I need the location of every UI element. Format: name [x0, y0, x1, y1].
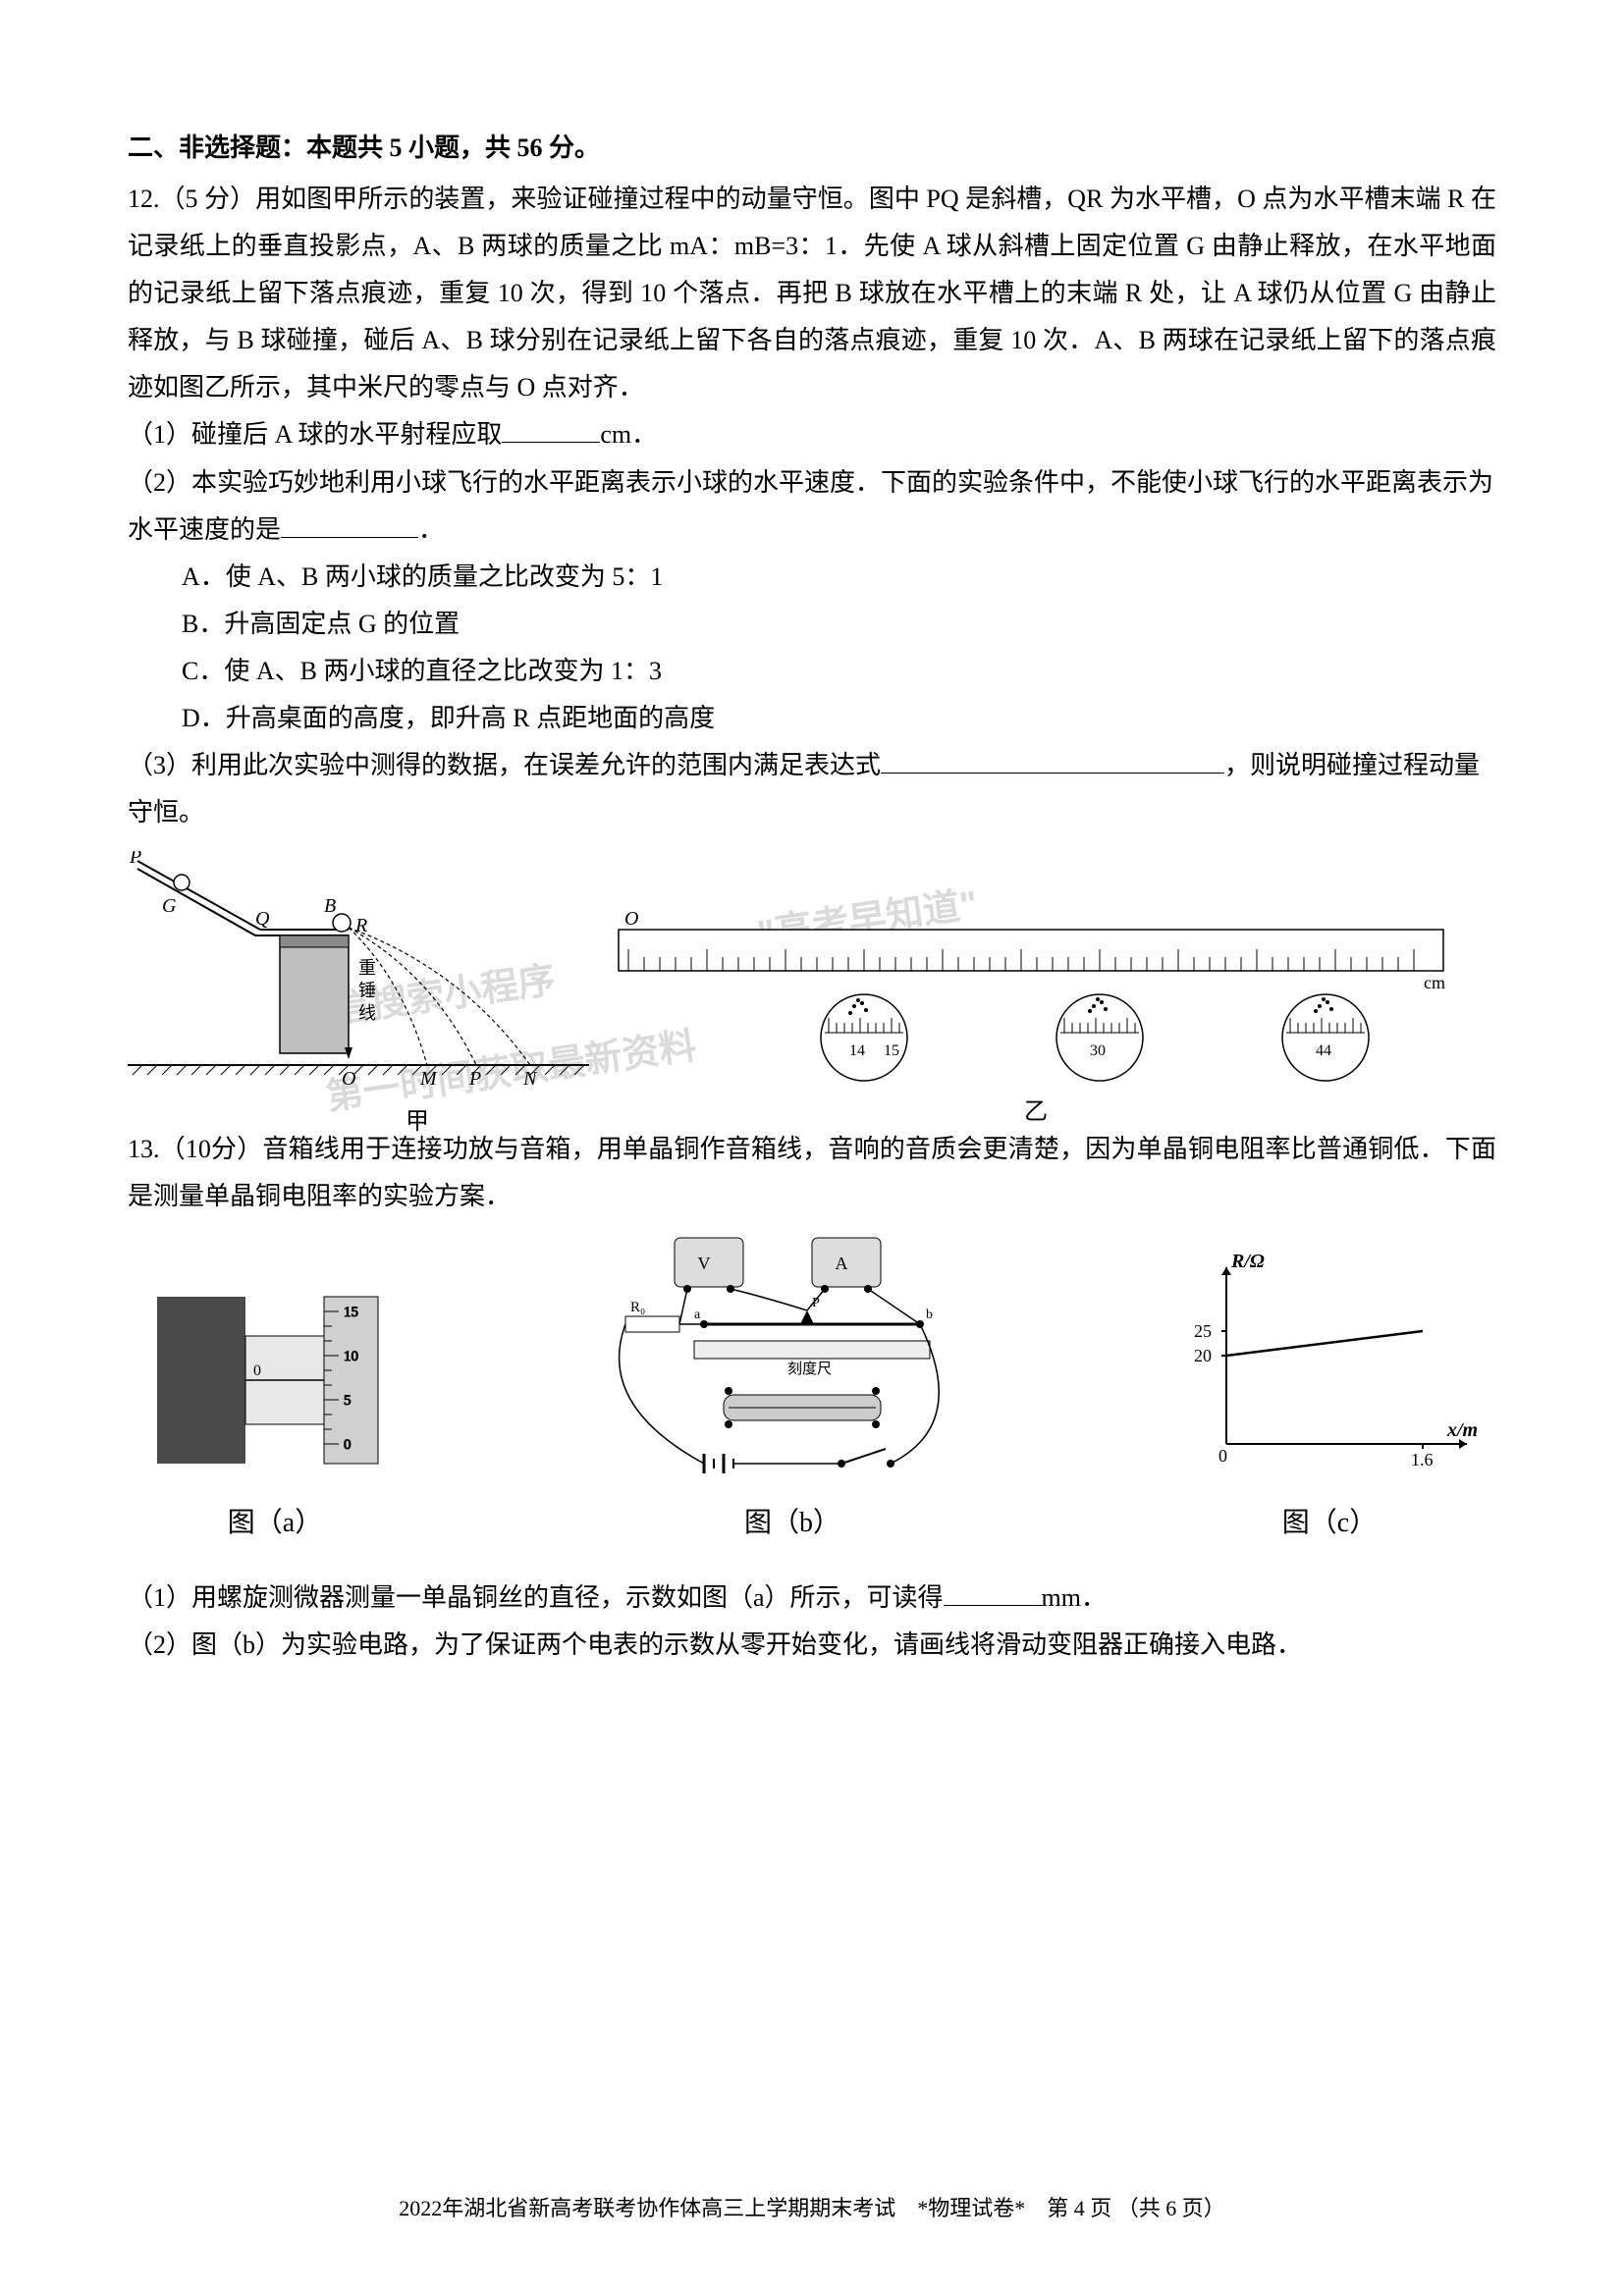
label-B: B — [324, 895, 336, 917]
q13-part1-post: mm． — [1042, 1583, 1107, 1612]
figure-b: V A R₀ a b P 刻度尺 — [557, 1228, 1028, 1540]
q13-intro: 13.（10分）音箱线用于连接功放与音箱，用单晶铜作音箱线，音响的音质会更清楚，… — [128, 1126, 1496, 1220]
caption-a: 图（a） — [228, 1501, 322, 1540]
blank-3 — [881, 752, 1224, 774]
xlabel: x/m — [1446, 1419, 1478, 1441]
q12-part1: （1）碰撞后 A 球的水平射程应取 cm． — [128, 411, 1496, 458]
figure-a: 0 15 10 5 0 图（a） — [128, 1257, 422, 1540]
q13-part1-pre: （1）用螺旋测微器测量一单晶铜丝的直径，示数如图（a）所示，可读得 — [128, 1583, 944, 1612]
figure-row-2: 0 15 10 5 0 图（a） V A R — [128, 1246, 1496, 1540]
label-chui2: 锤 — [358, 981, 376, 1000]
label-G: G — [162, 895, 177, 917]
q12-option-d: D．升高桌面的高度，即升高 R 点距地面的高度 — [182, 695, 1496, 742]
caption-b: 图（b） — [744, 1501, 840, 1540]
cluster-1: 14 15 — [821, 994, 907, 1081]
q12-option-b: B．升高固定点 G 的位置 — [182, 601, 1496, 648]
label-N: N — [522, 1068, 538, 1090]
q13-part1: （1）用螺旋测微器测量一单晶铜丝的直径，示数如图（a）所示，可读得 mm． — [128, 1575, 1496, 1622]
svg-text:10: 10 — [344, 1349, 358, 1364]
caption-c: 图（c） — [1282, 1501, 1377, 1540]
figure-jia: P G Q B R 重 锤 线 O M P N 甲 — [128, 851, 589, 1096]
figure-c: 20 25 1.6 0 R/Ω x/m 图（c） — [1163, 1248, 1496, 1540]
blank-1 — [502, 421, 600, 443]
figure-row-1: P G Q B R 重 锤 线 O M P N 甲 — [128, 851, 1496, 1106]
svg-text:R₀: R₀ — [630, 1300, 645, 1315]
q12-part1-pre: （1）碰撞后 A 球的水平射程应取 — [128, 420, 502, 449]
q12-intro: 12.（5 分）用如图甲所示的装置，来验证碰撞过程中的动量守恒。图中 PQ 是斜… — [128, 176, 1496, 411]
label-P2: P — [468, 1068, 481, 1090]
ytick-20: 20 — [1194, 1346, 1212, 1365]
svg-text:a: a — [694, 1308, 701, 1322]
label-M: M — [419, 1068, 438, 1090]
cluster-3: 44 — [1282, 994, 1369, 1081]
c2-label: 30 — [1090, 1042, 1106, 1059]
caption-yi: 乙 — [609, 1092, 1463, 1126]
svg-text:A: A — [836, 1254, 848, 1273]
svg-text:刻度尺: 刻度尺 — [787, 1361, 832, 1377]
q12-part3: （3）利用此次实验中测得的数据，在误差允许的范围内满足表达式，则说明碰撞过程动量… — [128, 742, 1496, 836]
svg-text:15: 15 — [884, 1042, 899, 1059]
page-footer: 2022年湖北省新高考联考协作体高三上学期期末考试 *物理试卷* 第 4 页 （… — [0, 2191, 1624, 2222]
label-chui1: 重 — [358, 958, 376, 978]
q13-part2: （2）图（b）为实验电路，为了保证两个电表的示数从零开始变化，请画线将滑动变阻器… — [128, 1622, 1496, 1669]
label-O: O — [342, 1068, 355, 1090]
xtick-16: 1.6 — [1411, 1450, 1434, 1469]
label-P: P — [129, 851, 141, 868]
xtick-0: 0 — [1218, 1446, 1227, 1466]
label-R: R — [354, 915, 367, 936]
c1-label: 14 — [849, 1042, 865, 1059]
ylabel: R/Ω — [1230, 1251, 1265, 1272]
ruler-unit: cm — [1424, 973, 1445, 992]
svg-text:V: V — [698, 1254, 711, 1273]
q12-part2: （2）本实验巧妙地利用小球飞行的水平距离表示小球的水平速度．下面的实验条件中，不… — [128, 459, 1496, 554]
caption-jia: 甲 — [245, 1101, 589, 1136]
blank-4 — [944, 1584, 1042, 1606]
q12-part3-pre: （3）利用此次实验中测得的数据，在误差允许的范围内满足表达式 — [128, 751, 881, 779]
section-header: 二、非选择题：本题共 5 小题，共 56 分。 — [128, 128, 1496, 164]
figure-yi: O cm 14 15 — [609, 881, 1463, 1087]
cluster-2: 30 — [1056, 994, 1143, 1081]
svg-text:0: 0 — [344, 1437, 352, 1453]
label-chui3: 线 — [358, 1003, 376, 1023]
svg-text:15: 15 — [344, 1305, 358, 1320]
ruler-O: O — [624, 908, 638, 930]
c3-label: 44 — [1316, 1042, 1331, 1059]
svg-text:b: b — [926, 1308, 933, 1322]
blank-2 — [281, 516, 418, 538]
svg-text:5: 5 — [344, 1393, 352, 1409]
q12-option-c: C．使 A、B 两小球的直径之比改变为 1：3 — [182, 648, 1496, 695]
q12-option-a: A．使 A、B 两小球的质量之比改变为 5：1 — [182, 554, 1496, 601]
label-Q: Q — [255, 908, 270, 930]
q12-part1-post: cm． — [600, 420, 657, 449]
main-0: 0 — [253, 1362, 261, 1379]
ytick-25: 25 — [1194, 1321, 1212, 1341]
q12-part2-post: ． — [418, 515, 444, 544]
